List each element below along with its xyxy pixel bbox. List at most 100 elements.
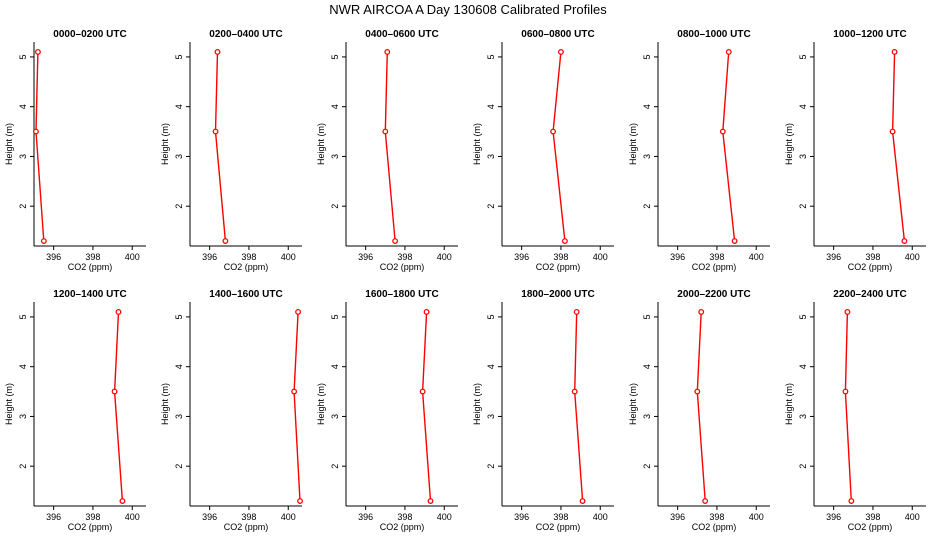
x-tick-label: 400 xyxy=(905,252,920,262)
panel-11: 2000–2200 UTC 396 398 400 2 3 4 5 CO2 (ppm) Heigh… xyxy=(628,289,770,532)
y-tick-label: 5 xyxy=(642,314,652,319)
panels: 0000–0200 UTC 396 398 400 2 3 4 5 CO2 (ppm) Heigh… xyxy=(4,29,926,532)
y-axis-label: Height (m) xyxy=(316,383,326,425)
y-tick-label: 2 xyxy=(330,204,340,209)
x-tick-label: 396 xyxy=(46,512,61,522)
x-tick-label: 398 xyxy=(85,252,100,262)
y-tick-label: 3 xyxy=(330,154,340,159)
profile-line xyxy=(552,51,566,242)
y-tick-label: 4 xyxy=(330,364,340,369)
panel-2: 0200–0400 UTC 396 398 400 2 3 4 5 CO2 (ppm) Heigh… xyxy=(160,29,302,272)
y-tick-label: 3 xyxy=(798,154,808,159)
profile-point xyxy=(222,238,229,244)
x-tick-label: 400 xyxy=(905,512,920,522)
profile-point xyxy=(34,49,41,55)
profile-point xyxy=(382,128,389,135)
profile-point xyxy=(297,498,303,504)
y-tick-label: 5 xyxy=(330,54,340,59)
panel-4: 0600–0800 UTC 396 398 400 2 3 4 5 CO2 (ppm) Heigh… xyxy=(472,29,614,272)
y-tick-label: 3 xyxy=(18,414,28,419)
y-tick-label: 2 xyxy=(174,464,184,469)
panel-title: 2200–2400 UTC xyxy=(833,289,906,300)
panel-9: 1600–1800 UTC 396 398 400 2 3 4 5 CO2 (ppm) Heigh… xyxy=(316,289,458,532)
x-tick-label: 400 xyxy=(593,512,608,522)
panel-title: 1200–1400 UTC xyxy=(53,289,126,300)
y-axis-label: Height (m) xyxy=(784,123,794,165)
y-tick-label: 5 xyxy=(486,54,496,59)
y-tick-label: 4 xyxy=(798,364,808,369)
y-axis-label: Height (m) xyxy=(160,383,170,425)
x-tick-label: 396 xyxy=(514,252,529,262)
profile-point xyxy=(291,388,298,395)
profile-point xyxy=(427,498,434,504)
profile-line xyxy=(35,51,45,242)
y-tick-label: 2 xyxy=(798,204,808,209)
profile-point xyxy=(891,49,898,55)
profile-point xyxy=(40,238,47,244)
panel-title: 0600–0800 UTC xyxy=(521,29,594,40)
profile-point xyxy=(694,388,701,395)
profile-point xyxy=(725,49,732,55)
profile-point xyxy=(33,128,39,135)
y-tick-label: 2 xyxy=(642,204,652,209)
x-tick-label: 396 xyxy=(826,252,841,262)
x-tick-label: 398 xyxy=(85,512,100,522)
x-axis-label: CO2 (ppm) xyxy=(536,262,581,272)
x-tick-label: 396 xyxy=(670,252,685,262)
profile-point xyxy=(550,128,557,135)
x-tick-label: 396 xyxy=(202,252,217,262)
x-tick-label: 400 xyxy=(749,252,764,262)
y-tick-label: 3 xyxy=(18,154,28,159)
y-axis-label: Height (m) xyxy=(628,123,638,165)
x-axis-label: CO2 (ppm) xyxy=(692,262,737,272)
x-tick-label: 400 xyxy=(437,512,452,522)
y-axis-label: Height (m) xyxy=(784,383,794,425)
y-tick-label: 5 xyxy=(798,54,808,59)
panel-title: 0800–1000 UTC xyxy=(677,29,750,40)
y-tick-label: 5 xyxy=(18,314,28,319)
y-tick-label: 4 xyxy=(798,104,808,109)
x-axis-label: CO2 (ppm) xyxy=(536,522,581,532)
y-tick-label: 5 xyxy=(486,314,496,319)
y-tick-label: 4 xyxy=(330,104,340,109)
panel-title: 1800–2000 UTC xyxy=(521,289,594,300)
x-tick-label: 396 xyxy=(358,512,373,522)
panel-5: 0800–1000 UTC 396 398 400 2 3 4 5 CO2 (ppm) Heigh… xyxy=(628,29,770,272)
y-tick-label: 3 xyxy=(642,414,652,419)
panel-6: 1000–1200 UTC 396 398 400 2 3 4 5 CO2 (ppm) Heigh… xyxy=(784,29,926,272)
y-tick-label: 5 xyxy=(174,314,184,319)
y-tick-label: 2 xyxy=(486,464,496,469)
x-tick-label: 400 xyxy=(125,512,140,522)
profile-point xyxy=(719,128,726,135)
y-tick-label: 4 xyxy=(174,104,184,109)
x-tick-label: 400 xyxy=(593,252,608,262)
x-tick-label: 396 xyxy=(202,512,217,522)
y-tick-label: 4 xyxy=(174,364,184,369)
profile-point xyxy=(423,309,430,315)
y-tick-label: 3 xyxy=(642,154,652,159)
x-tick-label: 396 xyxy=(826,512,841,522)
x-tick-label: 398 xyxy=(709,252,724,262)
x-tick-label: 398 xyxy=(553,252,568,262)
x-tick-label: 400 xyxy=(281,252,296,262)
y-tick-label: 2 xyxy=(330,464,340,469)
y-tick-label: 5 xyxy=(18,54,28,59)
profile-point xyxy=(561,238,568,244)
y-tick-label: 2 xyxy=(18,464,28,469)
profile-point xyxy=(731,238,738,244)
x-tick-label: 400 xyxy=(749,512,764,522)
y-tick-label: 2 xyxy=(174,204,184,209)
x-tick-label: 398 xyxy=(553,512,568,522)
panel-1: 0000–0200 UTC 396 398 400 2 3 4 5 CO2 (ppm) Heigh… xyxy=(4,29,146,272)
y-tick-label: 4 xyxy=(642,364,652,369)
profile-point xyxy=(844,309,851,315)
panel-title: 0400–0600 UTC xyxy=(365,29,438,40)
y-axis-label: Height (m) xyxy=(4,383,14,425)
profile-line xyxy=(384,51,396,242)
y-tick-label: 5 xyxy=(174,54,184,59)
y-tick-label: 4 xyxy=(18,104,28,109)
x-axis-label: CO2 (ppm) xyxy=(68,262,113,272)
profile-point xyxy=(702,498,709,504)
profile-point xyxy=(573,309,580,315)
